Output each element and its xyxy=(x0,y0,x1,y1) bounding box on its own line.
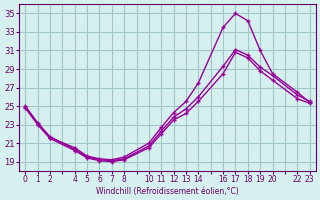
X-axis label: Windchill (Refroidissement éolien,°C): Windchill (Refroidissement éolien,°C) xyxy=(96,187,239,196)
